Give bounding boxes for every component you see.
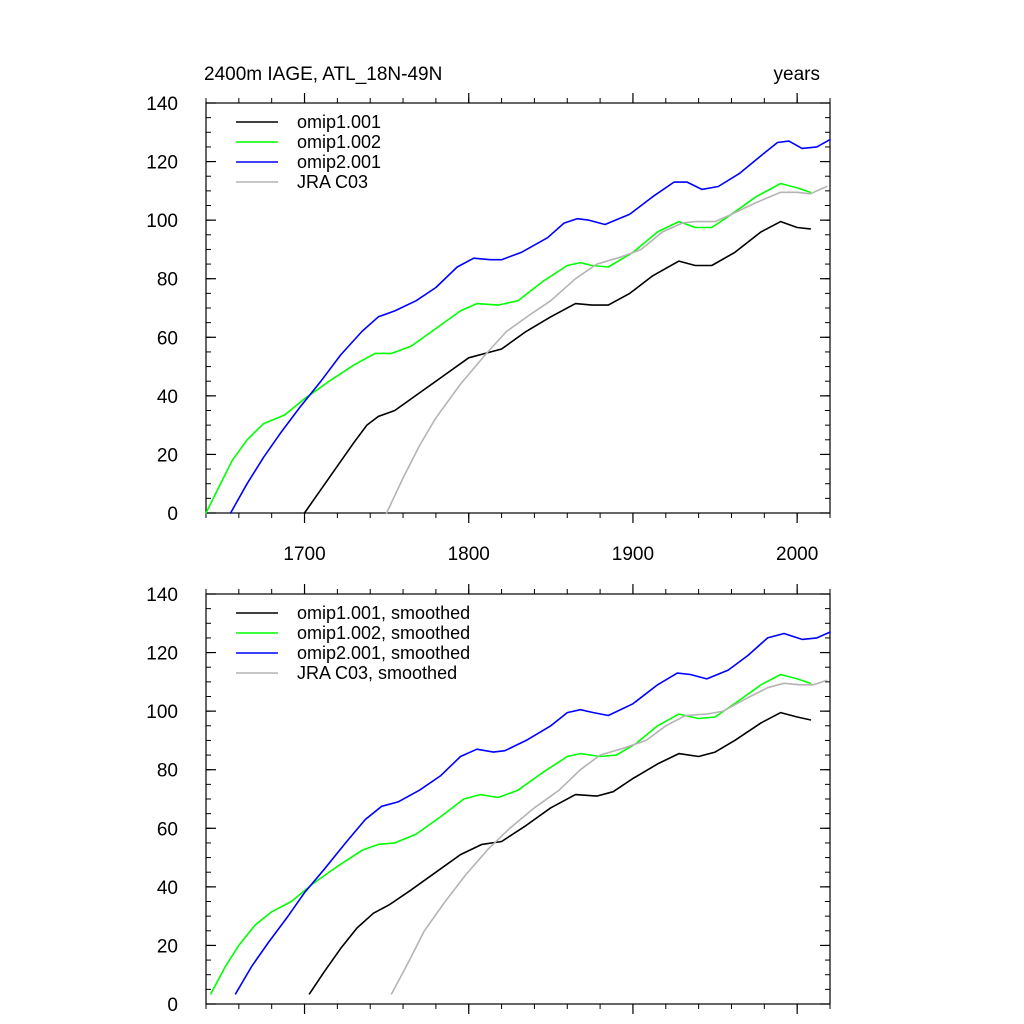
series-line-omip1-002-smoothed [210,673,812,995]
series-line-jra-c03-smoothed [390,679,828,995]
legend-label-omip1-001-smoothed: omip1.001, smoothed [297,603,470,623]
legend-label-omip2-001-smoothed: omip2.001, smoothed [297,643,470,663]
y-tick-label: 40 [157,387,178,408]
series-line-omip1-002 [205,182,812,514]
y-tick-label: 20 [157,445,178,466]
series-line-omip2-001-smoothed [234,631,831,995]
y-tick-label: 60 [157,819,178,840]
units-label: years [773,64,820,85]
y-tick-label: 80 [157,761,178,782]
legend-label-omip1-001: omip1.001 [297,112,381,132]
y-tick-label: 100 [146,211,178,232]
series-line-omip1-001-smoothed [308,711,812,995]
series-line-omip1-001 [303,220,812,514]
series-line-jra-c03 [385,185,828,514]
legend-label-jra-c03-smoothed: JRA C03, smoothed [297,663,457,683]
y-tick-label: 0 [167,504,178,525]
x-tick-label: 1800 [448,544,490,565]
series-line-omip2-001 [229,138,831,514]
y-tick-label: 0 [167,995,178,1016]
legend-label-omip1-002-smoothed: omip1.002, smoothed [297,623,470,643]
x-tick-label: 2000 [776,544,818,565]
y-tick-label: 20 [157,936,178,957]
chart-panel-1: 0 20 40 60 80 100 120 140 1700 1800 1900 2000 omip1.… [146,93,831,565]
y-tick-label: 120 [146,153,178,174]
x-tick-label: 1900 [612,544,654,565]
y-tick-label: 120 [146,644,178,665]
y-tick-label: 100 [146,702,178,723]
legend-label-omip2-001: omip2.001 [297,152,381,172]
x-tick-label: 1700 [283,544,325,565]
chart-title: 2400m IAGE, ATL_18N-49N [204,64,443,85]
y-tick-label: 40 [157,878,178,899]
y-tick-label: 140 [146,94,178,115]
y-tick-label: 80 [157,270,178,291]
y-tick-label: 60 [157,328,178,349]
legend-label-omip1-002: omip1.002 [297,132,381,152]
y-tick-label: 140 [146,585,178,606]
legend-label-jra-c03: JRA C03 [297,172,368,192]
